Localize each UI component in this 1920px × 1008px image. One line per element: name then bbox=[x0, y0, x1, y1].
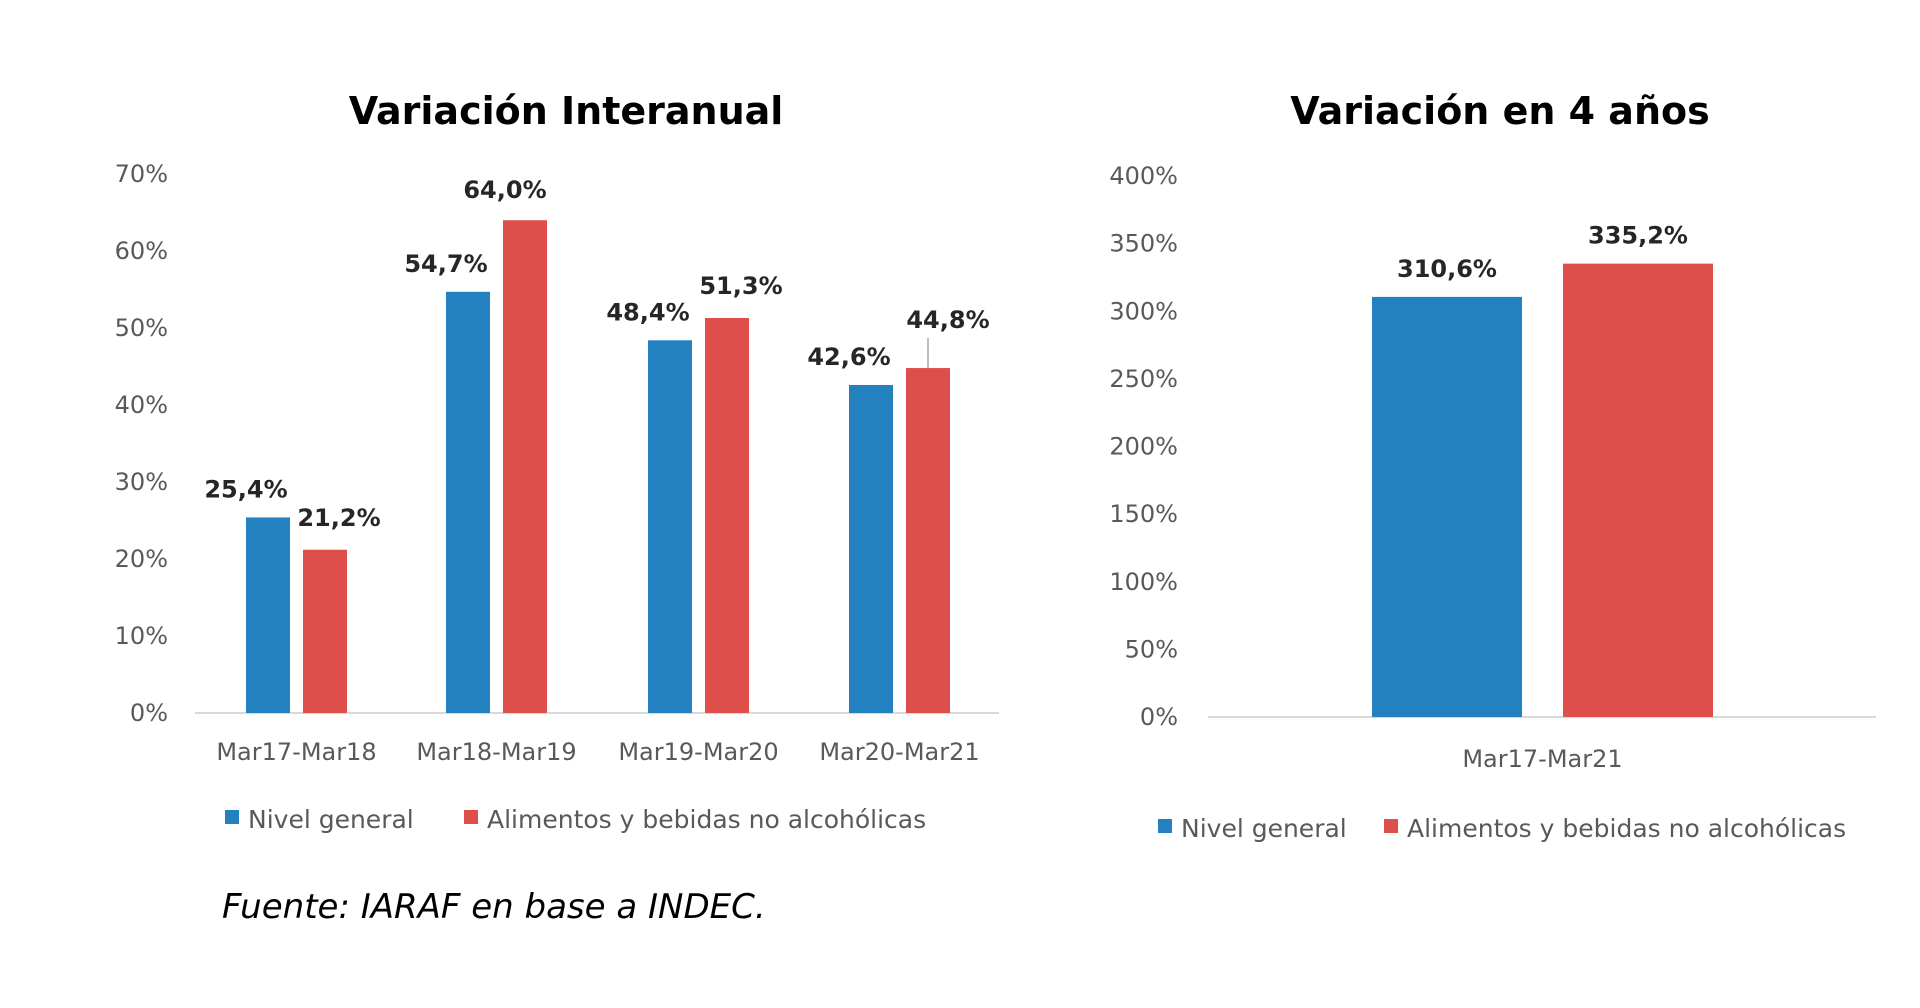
y-tick-label: 350% bbox=[1109, 230, 1178, 258]
y-tick-label: 100% bbox=[1109, 568, 1178, 596]
bar-alimentos bbox=[303, 549, 347, 713]
bar-alimentos bbox=[1563, 263, 1713, 717]
data-label: 335,2% bbox=[1588, 222, 1688, 250]
y-tick-label: 150% bbox=[1109, 500, 1178, 528]
chart-title: Variación Interanual bbox=[349, 89, 784, 133]
legend-swatch-alimentos bbox=[1384, 819, 1398, 833]
y-tick-label: 70% bbox=[115, 160, 168, 188]
bar-nivel-general bbox=[1372, 296, 1522, 717]
legend: Nivel general Alimentos y bebidas no alc… bbox=[1158, 814, 1846, 843]
data-label: 25,4% bbox=[204, 475, 287, 503]
bar-alimentos bbox=[503, 220, 547, 713]
data-label: 51,3% bbox=[699, 272, 782, 300]
y-tick-label: 0% bbox=[130, 699, 168, 727]
data-label: 310,6% bbox=[1397, 255, 1497, 283]
legend-label-alimentos: Alimentos y bebidas no alcohólicas bbox=[487, 805, 926, 834]
data-label: 21,2% bbox=[297, 504, 380, 532]
source-note: Fuente: IARAF en base a INDEC. bbox=[222, 887, 766, 927]
data-label: 44,8% bbox=[906, 306, 989, 334]
y-tick-label: 60% bbox=[115, 237, 168, 265]
chart-title: Variación en 4 años bbox=[1290, 89, 1709, 133]
legend-swatch-alimentos bbox=[464, 810, 478, 824]
data-label: 64,0% bbox=[463, 176, 546, 204]
bar-nivel-general bbox=[648, 340, 692, 713]
x-tick-label: Mar19-Mar20 bbox=[618, 738, 778, 766]
data-label: 48,4% bbox=[606, 298, 689, 326]
y-tick-label: 50% bbox=[115, 314, 168, 342]
y-tick-label: 10% bbox=[115, 622, 168, 650]
x-tick-label: Mar17-Mar18 bbox=[216, 738, 376, 766]
y-tick-label: 0% bbox=[1140, 703, 1178, 731]
y-tick-label: 400% bbox=[1109, 162, 1178, 190]
y-tick-label: 250% bbox=[1109, 365, 1178, 393]
data-label: 54,7% bbox=[404, 250, 487, 278]
x-tick-label: Mar20-Mar21 bbox=[819, 738, 979, 766]
x-tick-label: Mar17-Mar21 bbox=[1462, 745, 1622, 773]
y-tick-label: 30% bbox=[115, 468, 168, 496]
legend-label-nivel-general: Nivel general bbox=[1181, 814, 1347, 843]
x-tick-label: Mar18-Mar19 bbox=[416, 738, 576, 766]
y-tick-label: 300% bbox=[1109, 297, 1178, 325]
y-tick-label: 50% bbox=[1125, 635, 1178, 663]
chart-variacion-4-anos: Variación en 4 años 0% 50% 100% 150% 200% 250… bbox=[1109, 89, 1876, 843]
chart-variacion-interanual: Variación Interanual 0% 10% 20% 30% 40% 50% 60… bbox=[115, 89, 999, 834]
legend-label-nivel-general: Nivel general bbox=[248, 805, 414, 834]
legend-swatch-nivel-general bbox=[1158, 819, 1172, 833]
legend-swatch-nivel-general bbox=[225, 810, 239, 824]
legend: Nivel general Alimentos y bebidas no alc… bbox=[225, 805, 926, 834]
legend-label-alimentos: Alimentos y bebidas no alcohólicas bbox=[1407, 814, 1846, 843]
bar-alimentos bbox=[705, 317, 749, 713]
y-tick-label: 40% bbox=[115, 391, 168, 419]
y-tick-label: 200% bbox=[1109, 433, 1178, 461]
bar-nivel-general bbox=[849, 384, 893, 713]
y-tick-label: 20% bbox=[115, 545, 168, 573]
bar-alimentos bbox=[906, 368, 950, 713]
data-label: 42,6% bbox=[807, 343, 890, 371]
bar-nivel-general bbox=[246, 517, 290, 713]
bar-nivel-general bbox=[446, 291, 490, 713]
